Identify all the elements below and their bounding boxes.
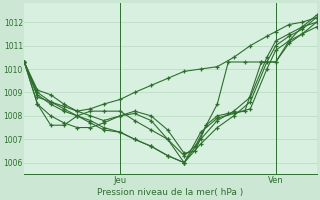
X-axis label: Pression niveau de la mer( hPa ): Pression niveau de la mer( hPa ) (97, 188, 244, 197)
